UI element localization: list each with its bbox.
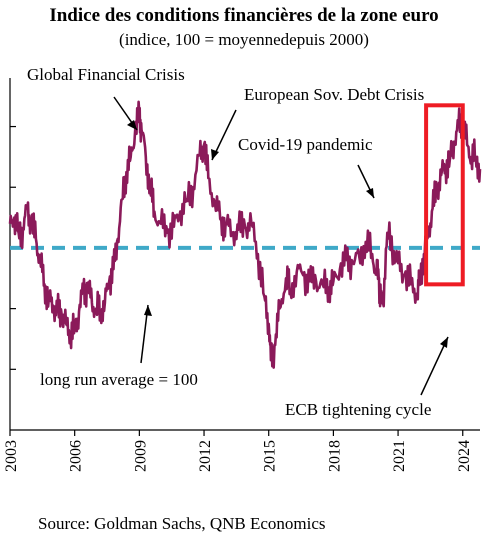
arrow-head	[127, 120, 137, 130]
annotation-label: long run average = 100	[40, 370, 198, 389]
annotation-covid-19-pandemic: Covid-19 pandemic	[238, 135, 375, 199]
ecb-tightening-highlight-box	[424, 103, 465, 287]
annotation-european-sov-debt-crisis: European Sov. Debt Crisis	[211, 85, 424, 161]
x-axis-ticks: 2003 2006 2009 2012 2015 2018 2021 2024	[3, 430, 473, 472]
arrow-head	[144, 305, 152, 316]
annotation-long-run-average: long run average = 100	[40, 304, 198, 389]
x-tick-label: 2018	[326, 440, 343, 472]
x-tick-label: 2006	[68, 440, 85, 472]
source-note: Source: Goldman Sachs, QNB Economics	[38, 514, 326, 533]
x-tick-label: 2024	[456, 440, 473, 472]
x-tick-label: 2009	[132, 440, 149, 472]
annotation-ecb-tightening-cycle: ECB tightening cycle	[285, 336, 449, 419]
annotation-label: Global Financial Crisis	[27, 65, 185, 84]
x-tick-label: 2021	[391, 440, 408, 472]
arrow-head	[211, 149, 219, 160]
annotation-label: Covid-19 pandemic	[238, 135, 373, 154]
arrow-head	[440, 337, 448, 348]
x-tick-label: 2012	[197, 440, 214, 472]
chart-subtitle: (indice, 100 = moyennedepuis 2000)	[119, 30, 369, 49]
annotation-global-financial-crisis: Global Financial Crisis	[27, 65, 185, 131]
chart-title: Indice des conditions financières de la …	[49, 5, 438, 26]
x-tick-label: 2003	[3, 440, 20, 472]
x-tick-label: 2015	[262, 440, 279, 472]
arrow-head	[366, 188, 374, 198]
annotation-label: ECB tightening cycle	[285, 400, 431, 419]
series-line-financial-conditions	[8, 100, 482, 369]
annotation-label: European Sov. Debt Crisis	[244, 85, 424, 104]
annotation-arrow	[420, 336, 449, 396]
